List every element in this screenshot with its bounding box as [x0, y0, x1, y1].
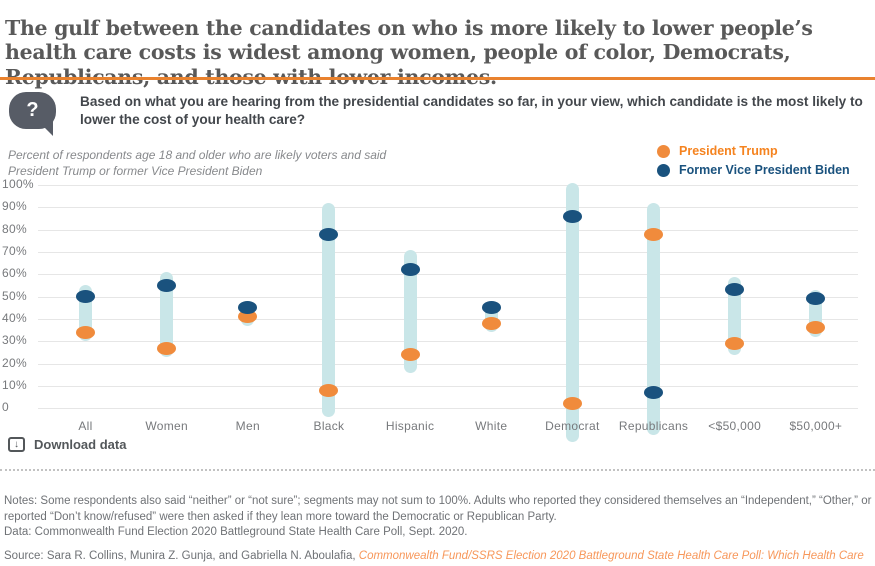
download-icon: ↓ — [8, 437, 25, 452]
x-axis-category-label: Hispanic — [385, 419, 435, 433]
download-data-button[interactable]: ↓ Download data — [8, 437, 126, 452]
chart-subtitle-line1: Percent of respondents age 18 and older … — [8, 148, 387, 162]
biden-dot — [238, 301, 258, 315]
plot-area: 100% 90% 80% 70% 60% 50% 40% 30% 20% 10% 0 All Women… — [0, 177, 875, 447]
chart-subtitle-line2: President Trump or former Vice President… — [8, 164, 263, 179]
biden-dot — [725, 283, 745, 297]
trump-dot — [806, 321, 826, 335]
biden-dot — [806, 292, 826, 306]
y-axis-tick-label: 20% — [2, 355, 27, 370]
x-axis-category-label: <$50,000 — [708, 419, 762, 433]
source-report-link[interactable]: Commonwealth Fund/SSRS Election 2020 Bat… — [358, 549, 864, 562]
y-axis-tick-label: 70% — [2, 243, 27, 258]
gridline — [38, 341, 858, 343]
trump-dot — [400, 348, 420, 362]
confidence-band — [322, 202, 336, 418]
x-axis-category-label: Women — [145, 419, 188, 433]
gridline — [38, 385, 858, 387]
biden-legend-label: Former Vice President Biden — [679, 163, 850, 177]
x-axis-category-label: $50,000+ — [789, 419, 843, 433]
y-axis-tick-label: 40% — [2, 310, 27, 325]
data-credit-text: Data: Commonwealth Fund Election 2020 Ba… — [4, 525, 468, 538]
x-axis-category-label: Black — [313, 419, 345, 433]
confidence-band — [728, 276, 742, 355]
legend-item-biden: Former Vice President Biden — [657, 163, 850, 177]
notes-text: Notes: Some respondents also said “neith… — [4, 494, 872, 524]
biden-dot — [319, 227, 339, 241]
question-text: Based on what you are hearing from the p… — [80, 94, 863, 128]
gridline — [38, 318, 858, 320]
trump-dot — [319, 383, 339, 397]
biden-dot — [481, 301, 501, 315]
biden-dot — [400, 263, 420, 277]
confidence-band — [403, 249, 417, 373]
source-prefix: Source: Sara R. Collins, Munira Z. Gunja… — [4, 549, 359, 562]
trump-dot — [562, 397, 582, 411]
confidence-band — [565, 182, 579, 442]
trump-dot — [157, 341, 177, 355]
trump-dot — [725, 337, 745, 351]
trump-legend-label: President Trump — [679, 144, 778, 158]
x-axis-category-label: All — [78, 419, 93, 433]
biden-dot — [562, 209, 582, 223]
trump-legend-swatch-icon — [657, 144, 670, 158]
confidence-band — [647, 202, 661, 436]
x-axis-category-label: White — [475, 419, 508, 433]
y-axis-tick-label: 80% — [2, 221, 27, 236]
trump-dot — [76, 325, 95, 339]
y-axis-tick-label: 50% — [2, 288, 27, 303]
y-axis-tick-label: 100% — [2, 177, 34, 191]
gridline — [38, 207, 858, 209]
y-axis-tick-label: 30% — [2, 333, 27, 348]
gridline — [38, 408, 858, 410]
question-mark-bubble-icon: ? — [9, 92, 56, 136]
page-title: The gulf between the candidates on who i… — [5, 15, 813, 89]
legend-item-trump: President Trump — [657, 144, 850, 158]
biden-dot — [76, 290, 95, 304]
gridline — [38, 251, 858, 253]
y-axis-tick-label: 0 — [2, 400, 9, 415]
gridline — [38, 274, 858, 276]
chart-subtitle: Percent of respondents age 18 and older … — [8, 147, 528, 179]
source-text: Source: Sara R. Collins, Munira Z. Gunja… — [4, 548, 872, 566]
accent-rule — [0, 77, 875, 80]
y-axis-tick-label: 10% — [2, 377, 27, 392]
trump-dot — [644, 227, 664, 241]
legend: President Trump Former Vice President Bi… — [657, 144, 850, 182]
biden-legend-swatch-icon — [657, 163, 670, 177]
y-axis-tick-label: 60% — [2, 266, 27, 281]
gridline — [38, 229, 858, 231]
gridline — [38, 185, 858, 186]
trump-dot — [481, 316, 501, 330]
x-axis-category-label: Democrat — [545, 419, 600, 433]
gridline — [38, 363, 858, 365]
x-axis-category-label: Men — [235, 419, 260, 433]
biden-dot — [157, 278, 177, 292]
y-axis-tick-label: 90% — [2, 199, 27, 214]
gridline — [38, 296, 858, 298]
confidence-band — [160, 272, 174, 357]
biden-dot — [644, 386, 664, 400]
download-label: Download data — [34, 437, 127, 452]
x-axis-category-label: Republicans — [618, 419, 689, 433]
dotted-divider — [0, 469, 875, 471]
